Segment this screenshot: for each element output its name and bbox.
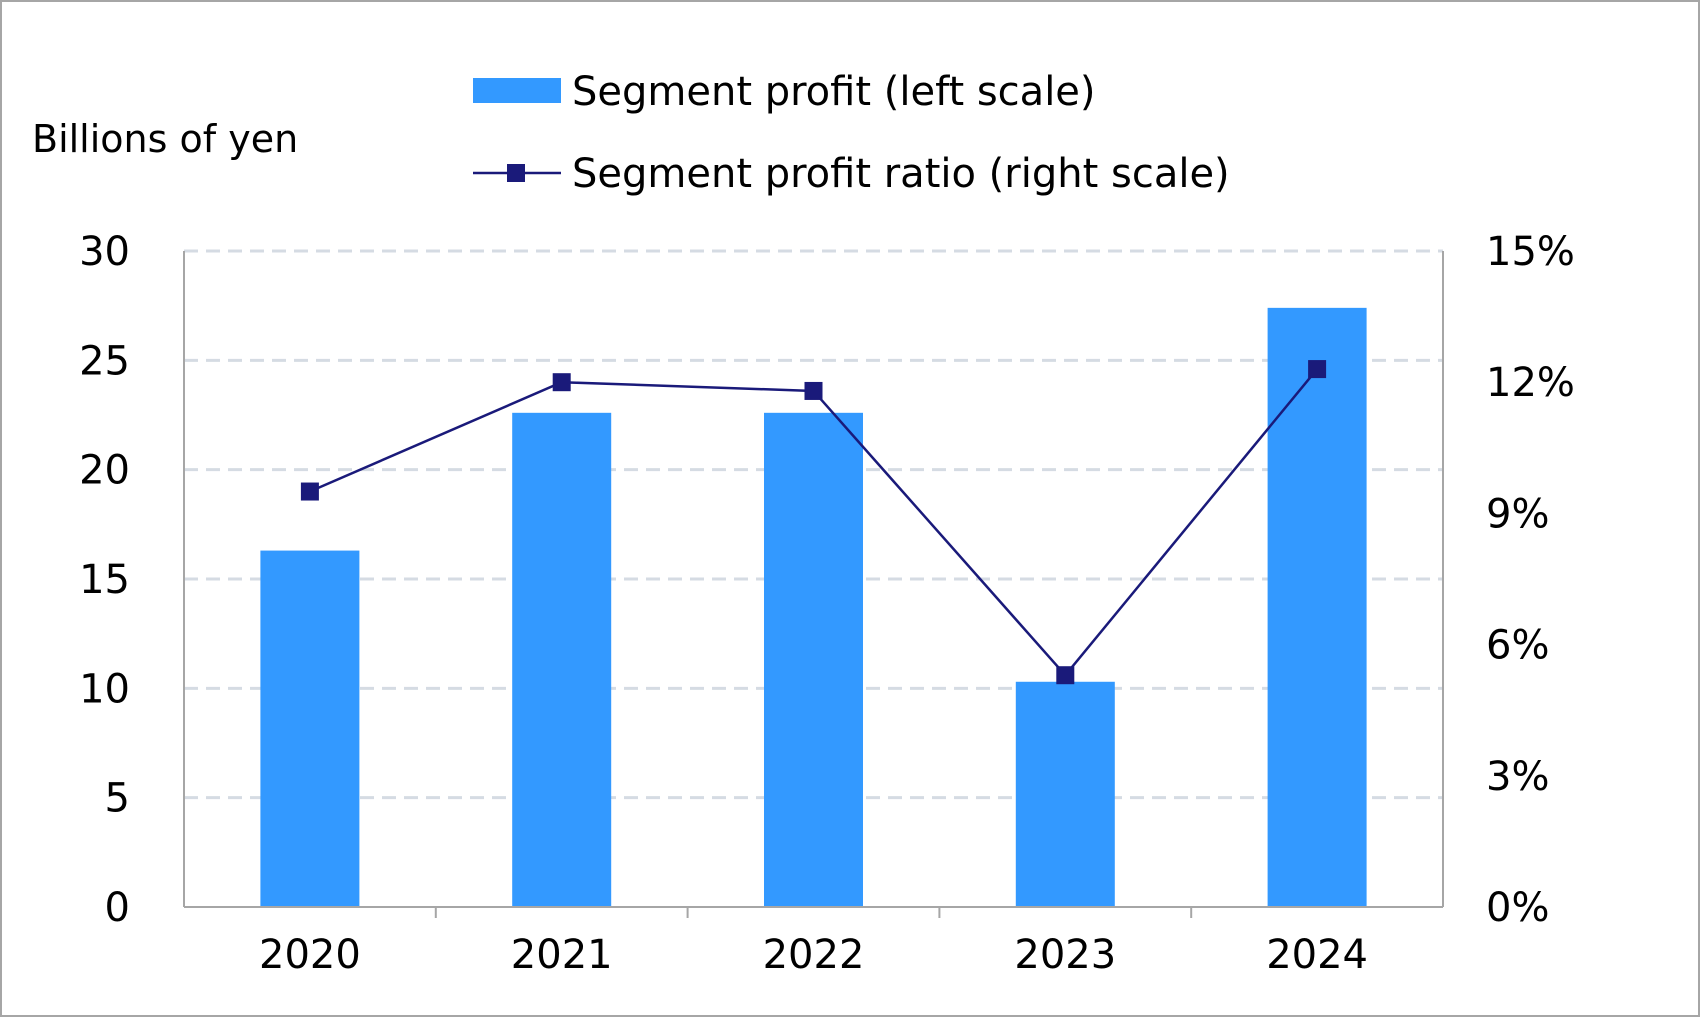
line-series [300,360,1327,685]
left-tick-label: 5 [105,776,130,822]
point-2023 [1056,666,1075,685]
axes [183,251,1444,918]
x-tick-label: 2024 [1266,932,1368,978]
bar-series [260,307,1367,907]
point-2020 [300,482,319,501]
point-2022 [804,381,823,400]
x-tick-label: 2023 [1014,932,1116,978]
legend-label-segment-profit: Segment profit (left scale) [572,69,1096,115]
right-tick-label: 6% [1486,623,1549,669]
left-tick-label: 0 [105,885,130,931]
right-tick-label: 9% [1486,491,1549,537]
left-tick-label: 10 [79,666,130,712]
right-tick-label: 3% [1486,754,1549,800]
right-tick-label: 0% [1486,885,1549,931]
bar-2024 [1267,307,1367,907]
bar-2021 [512,412,612,907]
right-tick-label: 15% [1486,229,1575,275]
legend-swatch-segment-profit [473,78,561,103]
point-2024 [1308,360,1327,379]
legend-label-segment-profit-ratio: Segment profit ratio (right scale) [572,151,1230,197]
x-tick-label: 2022 [763,932,865,978]
left-tick-label: 20 [79,448,130,494]
left-tick-label: 15 [79,557,130,603]
x-tick-label: 2020 [259,932,361,978]
bar-2022 [764,412,863,907]
legend-marker-segment-profit-ratio [507,164,525,182]
bar-2023 [1015,681,1115,907]
tick-labels: 0 5 10 15 20 25 30 0% 3% 6% 9% 12% 15% 2020 2021 2022 20… [79,229,1575,978]
point-2021 [552,373,571,392]
legend: Segment profit (left scale) Segment prof… [473,69,1230,197]
left-tick-label: 25 [79,338,130,384]
x-tick-label: 2021 [511,932,613,978]
left-axis-unit-label: Billions of yen [32,117,298,161]
right-tick-label: 12% [1486,360,1575,406]
bar-2020 [260,550,360,907]
left-tick-label: 30 [79,229,130,275]
